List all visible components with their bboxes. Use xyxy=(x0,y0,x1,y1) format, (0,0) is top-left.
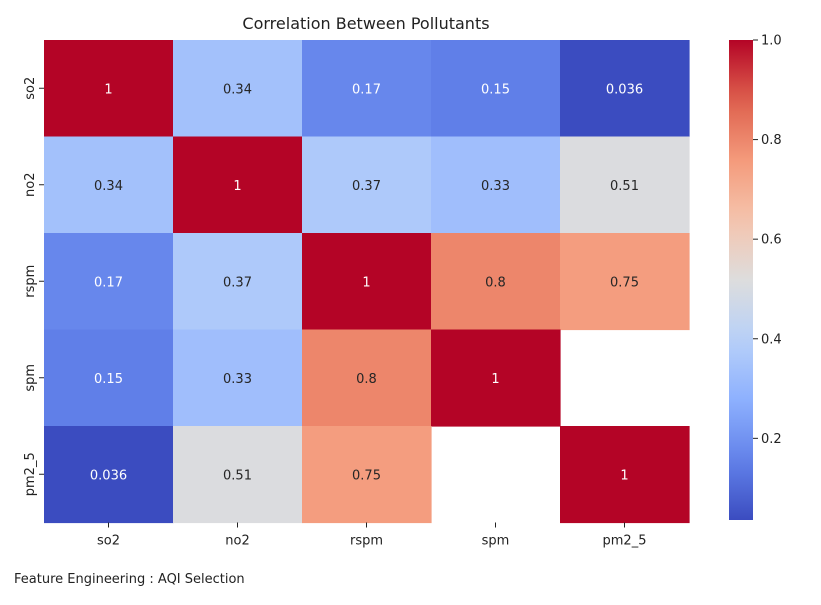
x-tick-label: pm2_5 xyxy=(603,534,647,549)
colorbar: 0.2 0.4 0.6 0.8 1.0 xyxy=(729,34,782,520)
heatmap-cell xyxy=(44,426,174,524)
heatmap-cell xyxy=(431,40,561,138)
heatmap-cell xyxy=(560,40,690,138)
cell-value-label: 0.33 xyxy=(481,179,510,194)
cell-value-label: 0.8 xyxy=(356,372,377,387)
cell-value-label: 1 xyxy=(491,372,499,387)
y-tick-label: spm xyxy=(23,364,38,392)
heatmap-cell xyxy=(173,136,303,234)
y-tick-label: rspm xyxy=(23,265,38,298)
heatmap-cell xyxy=(302,136,432,234)
cell-value-label: 0.17 xyxy=(94,275,123,290)
heatmap-cell xyxy=(44,40,174,138)
y-tick-label: no2 xyxy=(23,173,38,197)
chart-title: Correlation Between Pollutants xyxy=(242,14,489,33)
colorbar-tick-label: 0.2 xyxy=(761,432,782,447)
y-axis: so2 no2 rspm spm pm2_5 xyxy=(23,77,44,496)
cell-value-label: 0.33 xyxy=(223,372,252,387)
heatmap-cell xyxy=(431,329,561,427)
cell-value-label: 0.51 xyxy=(610,179,639,194)
heatmap-cell xyxy=(173,329,303,427)
x-axis: so2 no2 rspm spm pm2_5 xyxy=(97,522,647,549)
heatmap-cell xyxy=(560,233,690,331)
heatmap-cell xyxy=(431,136,561,234)
colorbar-tick-label: 0.8 xyxy=(761,133,782,148)
heatmap-cells: 1 0.34 0.17 0.15 0.036 0.34 1 0.37 0.33 0.51 0.17 0… xyxy=(44,40,690,524)
y-tick-label: so2 xyxy=(23,77,38,100)
cell-value-label: 0.34 xyxy=(223,82,252,97)
colorbar-tick-label: 1.0 xyxy=(761,34,782,49)
x-tick-label: so2 xyxy=(97,534,120,549)
cell-value-label: 0.51 xyxy=(223,468,252,483)
heatmap-cell xyxy=(173,233,303,331)
cell-value-label: 0.34 xyxy=(94,179,123,194)
cell-value-label: 1 xyxy=(620,468,628,483)
y-tick-label: pm2_5 xyxy=(23,452,38,496)
colorbar-tick-label: 0.4 xyxy=(761,332,782,347)
heatmap-cell xyxy=(431,233,561,331)
cell-value-label: 0.37 xyxy=(352,179,381,194)
heatmap-cell xyxy=(44,136,174,234)
cell-value-label: 0.75 xyxy=(352,468,381,483)
x-tick-label: spm xyxy=(482,534,510,549)
cell-value-label: 0.75 xyxy=(610,275,639,290)
heatmap-cell xyxy=(173,40,303,138)
cell-value-label: 0.8 xyxy=(485,275,506,290)
correlation-heatmap-chart: Correlation Between Pollutants 1 0.34 0.17… xyxy=(23,14,782,549)
cell-value-label: 0.036 xyxy=(606,82,643,97)
cell-value-label: 0.37 xyxy=(223,275,252,290)
x-tick-label: rspm xyxy=(350,534,383,549)
cell-value-label: 1 xyxy=(362,275,370,290)
cell-value-label: 1 xyxy=(104,82,112,97)
heatmap-cell xyxy=(302,40,432,138)
heatmap-cell xyxy=(302,233,432,331)
cell-value-label: 0.15 xyxy=(481,82,510,97)
caption: Feature Engineering : AQI Selection xyxy=(14,572,245,587)
heatmap-cell xyxy=(560,136,690,234)
cell-value-label: 0.15 xyxy=(94,372,123,387)
heatmap-cell xyxy=(302,329,432,427)
heatmap-cell xyxy=(560,426,690,524)
colorbar-gradient xyxy=(729,40,753,520)
heatmap-cell xyxy=(44,329,174,427)
heatmap-cell xyxy=(173,426,303,524)
cell-value-label: 1 xyxy=(233,179,241,194)
x-tick-label: no2 xyxy=(225,534,249,549)
cell-value-label: 0.036 xyxy=(90,468,127,483)
heatmap-cell xyxy=(44,233,174,331)
heatmap-cell xyxy=(302,426,432,524)
colorbar-tick-label: 0.6 xyxy=(761,233,782,248)
cell-value-label: 0.17 xyxy=(352,82,381,97)
